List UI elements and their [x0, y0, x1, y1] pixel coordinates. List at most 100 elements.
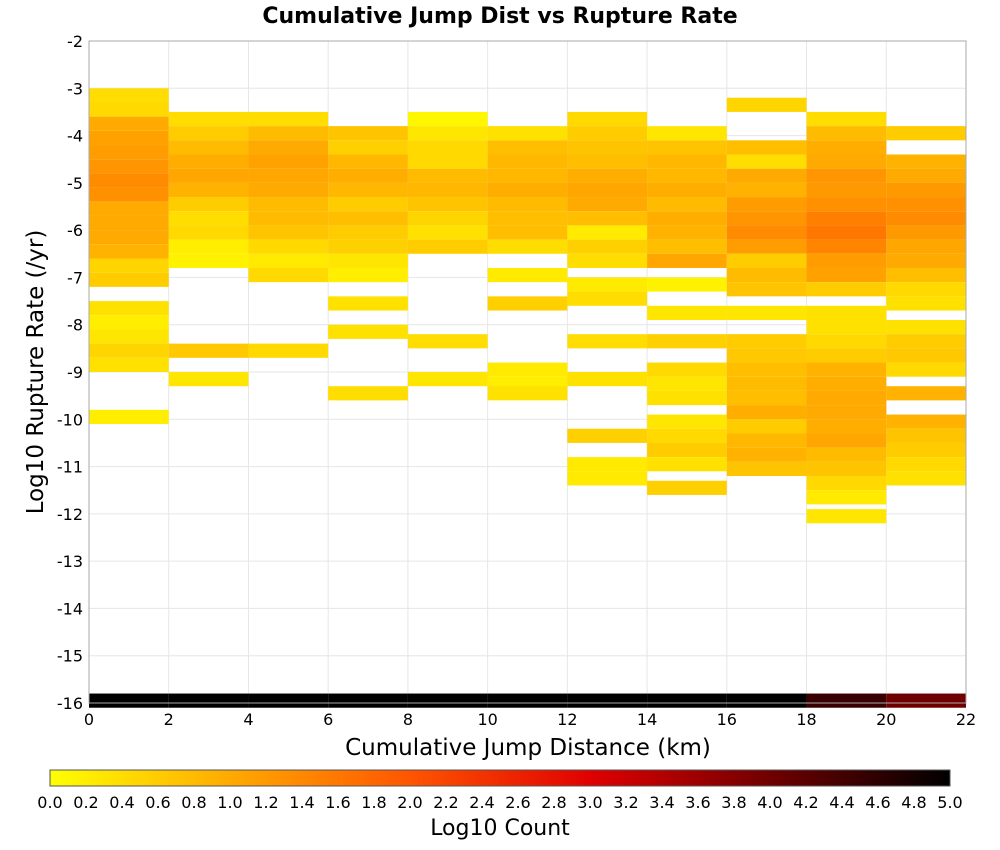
heatmap-cell	[806, 362, 887, 377]
heatmap-cell	[487, 140, 568, 155]
heatmap-cell	[726, 267, 807, 283]
heatmap-cell	[487, 239, 568, 254]
heatmap-cell	[886, 168, 966, 183]
heatmap-cell	[806, 447, 887, 462]
heatmap-cell	[487, 211, 568, 226]
heatmap-cell	[168, 197, 249, 212]
heatmap-cell	[407, 225, 488, 240]
heatmap-cell	[567, 334, 648, 349]
heatmap-cell	[647, 693, 727, 708]
heatmap-cell	[487, 362, 568, 377]
colorbar-tick-label: 2.4	[469, 793, 494, 812]
heatmap-cell	[806, 253, 887, 268]
heatmap-cell	[886, 267, 966, 283]
heatmap-cell	[726, 211, 807, 226]
heatmap-cell	[407, 154, 488, 169]
heatmap-cell	[407, 211, 488, 226]
colorbar-tick-label: 4.2	[793, 793, 818, 812]
heatmap-cell	[567, 277, 648, 292]
heatmap-cell	[886, 386, 966, 401]
heatmap-cell	[168, 343, 249, 358]
heatmap-cell	[407, 182, 488, 198]
heatmap-cell	[567, 239, 648, 254]
heatmap-cell	[567, 457, 648, 472]
heatmap-cell	[647, 442, 727, 458]
heatmap-cell	[886, 225, 966, 240]
heatmap-cell	[647, 253, 727, 268]
heatmap-cell	[89, 301, 169, 316]
heatmap-cell	[647, 182, 727, 198]
heatmap-cell	[407, 168, 488, 183]
heatmap-cell	[328, 126, 408, 141]
heatmap-cell	[328, 197, 408, 212]
heatmap-cell	[487, 225, 568, 240]
heatmap-cell	[248, 693, 329, 708]
heatmap-cell	[328, 324, 408, 339]
heatmap-cell	[89, 244, 169, 259]
heatmap-cell	[886, 334, 966, 349]
heatmap-cell	[168, 239, 249, 254]
colorbar-tick-label: 1.6	[325, 793, 350, 812]
heatmap-cell	[168, 211, 249, 226]
heatmap-cell	[726, 334, 807, 349]
heatmap-cell	[886, 197, 966, 212]
y-tick-labels: -2 -3 -4 -5 -6 -7 -8 -9 -10 -11 -12 -13 -14 -15 -16	[57, 32, 83, 713]
colorbar-tick-label: 2.6	[505, 793, 530, 812]
colorbar-tick-label: 0.2	[73, 793, 98, 812]
heatmap-cell	[248, 267, 329, 283]
colorbar-tick-label: 5.0	[937, 793, 962, 812]
heatmap-cell	[806, 211, 887, 226]
y-tick-label: -8	[67, 316, 83, 335]
colorbar-tick-label: 3.0	[577, 793, 602, 812]
heatmap-cell	[168, 225, 249, 240]
heatmap-cell	[726, 433, 807, 448]
heatmap-cell	[89, 357, 169, 372]
heatmap-cell	[886, 442, 966, 458]
heatmap-cell	[647, 126, 727, 141]
heatmap-cell	[647, 211, 727, 226]
heatmap-cell	[328, 182, 408, 198]
heatmap-cell	[487, 126, 568, 141]
colorbar	[49, 769, 951, 787]
heatmap-cell	[89, 173, 169, 188]
heatmap-cell	[168, 154, 249, 169]
heatmap-cell	[647, 428, 727, 443]
heatmap-cell	[647, 225, 727, 240]
heatmap-cell	[647, 154, 727, 169]
heatmap-cell	[726, 168, 807, 183]
colorbar-tick-label: 0.4	[109, 793, 134, 812]
heatmap-cell	[487, 267, 568, 283]
colorbar-tick-label: 4.8	[901, 793, 926, 812]
heatmap-cell	[647, 197, 727, 212]
heatmap-cell	[806, 282, 887, 297]
colorbar-tick-label: 2.2	[433, 793, 458, 812]
heatmap-cell	[647, 239, 727, 254]
heatmap-cell	[726, 305, 807, 320]
heatmap-cell	[487, 386, 568, 401]
heatmap-cell	[328, 296, 408, 311]
heatmap-cell	[886, 211, 966, 226]
heatmap-cell	[567, 225, 648, 240]
heatmap-cell	[806, 140, 887, 155]
x-tick-label: 14	[637, 710, 657, 729]
heatmap-cell	[248, 253, 329, 268]
y-tick-label: -2	[67, 32, 83, 51]
heatmap-cell	[726, 348, 807, 363]
x-tick-label: 20	[876, 710, 896, 729]
y-tick-label: -7	[67, 268, 83, 287]
heatmap-cell	[886, 253, 966, 268]
heatmap-cell	[89, 88, 169, 103]
x-tick-label: 6	[323, 710, 333, 729]
x-tick-label: 22	[956, 710, 976, 729]
heatmap-cell	[647, 376, 727, 391]
heatmap-cell	[567, 111, 648, 127]
heatmap-cell	[647, 277, 727, 292]
heatmap-cell	[886, 182, 966, 198]
y-tick-label: -11	[57, 458, 83, 477]
y-tick-label: -4	[67, 127, 83, 146]
heatmap-cell	[647, 390, 727, 406]
heatmap-cell	[726, 693, 807, 708]
x-tick-label: 4	[243, 710, 253, 729]
heatmap-cell	[567, 693, 648, 708]
